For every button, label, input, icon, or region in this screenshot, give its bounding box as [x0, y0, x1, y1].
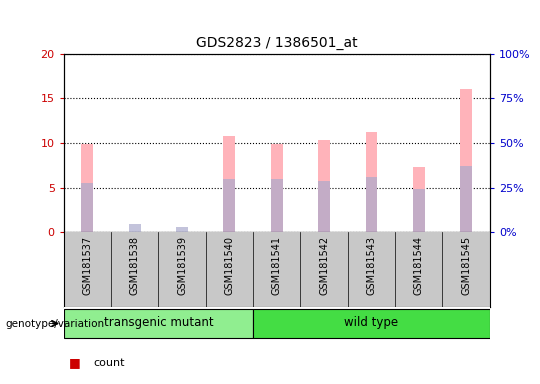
- Text: GSM181539: GSM181539: [177, 236, 187, 295]
- Bar: [366, 132, 377, 232]
- Text: GSM181541: GSM181541: [272, 236, 282, 295]
- Bar: [460, 166, 472, 232]
- Bar: [129, 224, 140, 232]
- Bar: [318, 181, 330, 232]
- Bar: [318, 141, 330, 232]
- Text: wild type: wild type: [345, 316, 399, 329]
- Bar: [82, 144, 93, 232]
- Text: GSM181540: GSM181540: [225, 236, 234, 295]
- Bar: [253, 309, 490, 338]
- Text: GSM181543: GSM181543: [367, 236, 376, 295]
- Text: GSM181544: GSM181544: [414, 236, 424, 295]
- Bar: [271, 179, 282, 232]
- Bar: [413, 167, 424, 232]
- Bar: [224, 179, 235, 232]
- Bar: [224, 136, 235, 232]
- Bar: [366, 177, 377, 232]
- Bar: [82, 183, 93, 232]
- Bar: [64, 309, 253, 338]
- Bar: [460, 89, 472, 232]
- Bar: [271, 144, 282, 232]
- Text: GSM181545: GSM181545: [461, 236, 471, 295]
- Text: GSM181538: GSM181538: [130, 236, 140, 295]
- Text: GSM181542: GSM181542: [319, 236, 329, 295]
- Text: GSM181537: GSM181537: [83, 236, 92, 295]
- Text: ■: ■: [69, 383, 81, 384]
- Text: genotype/variation: genotype/variation: [5, 318, 105, 329]
- Text: count: count: [93, 358, 125, 368]
- Title: GDS2823 / 1386501_at: GDS2823 / 1386501_at: [196, 36, 357, 50]
- Text: transgenic mutant: transgenic mutant: [104, 316, 213, 329]
- Bar: [413, 189, 424, 232]
- Bar: [176, 227, 188, 232]
- Text: ■: ■: [69, 356, 81, 369]
